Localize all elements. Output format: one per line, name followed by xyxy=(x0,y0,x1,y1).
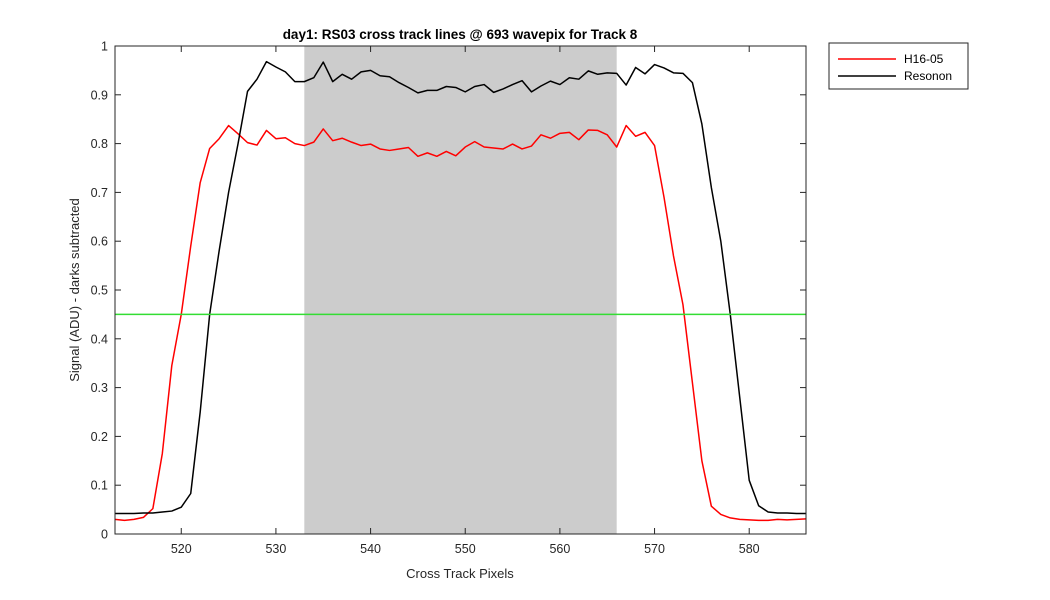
y-tick-label: 0.9 xyxy=(91,88,108,102)
legend-box xyxy=(828,42,969,90)
x-axis-label: Cross Track Pixels xyxy=(406,566,514,581)
x-tick-label: 570 xyxy=(644,542,665,556)
y-tick-label: 0.5 xyxy=(91,284,108,298)
chart-title: day1: RS03 cross track lines @ 693 wavep… xyxy=(283,27,638,42)
y-tick-label: 0 xyxy=(101,528,108,542)
x-tick-label: 560 xyxy=(549,542,570,556)
series-line-h16-05 xyxy=(114,124,807,522)
legend-label-resonon: Resonon xyxy=(904,69,952,83)
x-tick-label: 550 xyxy=(455,542,476,556)
y-tick-label: 0.7 xyxy=(91,186,108,200)
y-axis-label: Signal (ADU) - darks subtracted xyxy=(67,198,82,382)
y-tick-label: 1 xyxy=(101,40,108,54)
y-tick-label: 0.2 xyxy=(91,430,108,444)
legend: H16-05 Resonon xyxy=(828,42,969,90)
y-tick-label: 0.3 xyxy=(91,381,108,395)
y-tick-label: 0.8 xyxy=(91,137,108,151)
x-tick-label: 530 xyxy=(265,542,286,556)
x-tick-label: 520 xyxy=(171,542,192,556)
y-tick-label: 0.1 xyxy=(91,479,108,493)
y-tick-label: 0.6 xyxy=(91,235,108,249)
series-line-resonon xyxy=(115,60,806,515)
legend-label-h16-05: H16-05 xyxy=(904,52,944,66)
x-tick-label: 580 xyxy=(739,542,760,556)
y-tick-label: 0.4 xyxy=(91,332,108,346)
shaded-region xyxy=(304,46,617,534)
x-tick-label: 540 xyxy=(360,542,381,556)
